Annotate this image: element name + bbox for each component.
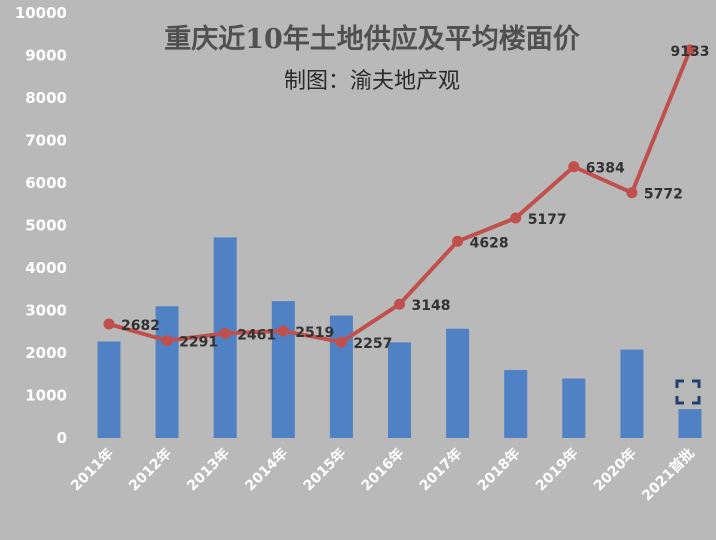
y-tick-label: 10000	[15, 4, 67, 22]
bar	[562, 378, 586, 438]
bar	[678, 409, 702, 438]
data-label: 4628	[470, 235, 509, 251]
line-point	[568, 161, 580, 173]
line-point	[277, 325, 289, 337]
line-point	[161, 335, 173, 347]
line-point	[452, 235, 464, 247]
chart-title: 重庆近10年土地供应及平均楼面价	[164, 23, 581, 55]
bar	[329, 315, 353, 438]
line-point	[335, 336, 347, 348]
chart-subtitle: 制图：渝夫地产观	[284, 69, 460, 94]
data-label: 2257	[353, 336, 392, 352]
bar	[97, 341, 121, 438]
line-point	[684, 44, 696, 56]
bar	[388, 342, 411, 438]
data-label: 2291	[179, 335, 218, 351]
y-tick-label: 2000	[25, 344, 67, 362]
bar	[446, 328, 470, 438]
y-tick-label: 9000	[25, 47, 67, 65]
y-tick-label: 0	[57, 429, 67, 447]
y-tick-label: 6000	[25, 174, 67, 192]
bar	[504, 370, 528, 438]
y-axis: 0 1000 2000 3000 4000 5000 6000 7000 8000 9000 100…	[15, 4, 67, 447]
data-label: 3148	[412, 298, 451, 314]
bar-series	[97, 237, 702, 438]
y-tick-label: 5000	[25, 217, 67, 235]
line-point	[219, 327, 231, 339]
data-label: 5772	[644, 187, 683, 203]
line-point	[626, 187, 638, 199]
y-tick-label: 3000	[25, 302, 67, 320]
data-label: 2461	[237, 327, 276, 343]
bar	[620, 349, 644, 438]
y-tick-label: 4000	[25, 259, 67, 277]
line-point	[103, 318, 115, 330]
y-tick-label: 8000	[25, 89, 67, 107]
focus-corner-icon	[675, 379, 701, 405]
y-tick-label: 7000	[25, 132, 67, 150]
data-label: 9133	[671, 44, 710, 60]
data-labels: 2682 2291 2461 2519 2257 3148 4628 5177 6384 5772…	[121, 44, 709, 352]
data-label: 2519	[295, 325, 334, 341]
data-label: 5177	[528, 212, 567, 228]
bar	[271, 301, 295, 438]
line-point	[510, 212, 522, 224]
line-point	[394, 298, 405, 310]
line-series	[103, 44, 696, 348]
y-tick-label: 1000	[25, 387, 67, 405]
data-label: 6384	[586, 161, 625, 177]
data-label: 2682	[121, 318, 160, 334]
